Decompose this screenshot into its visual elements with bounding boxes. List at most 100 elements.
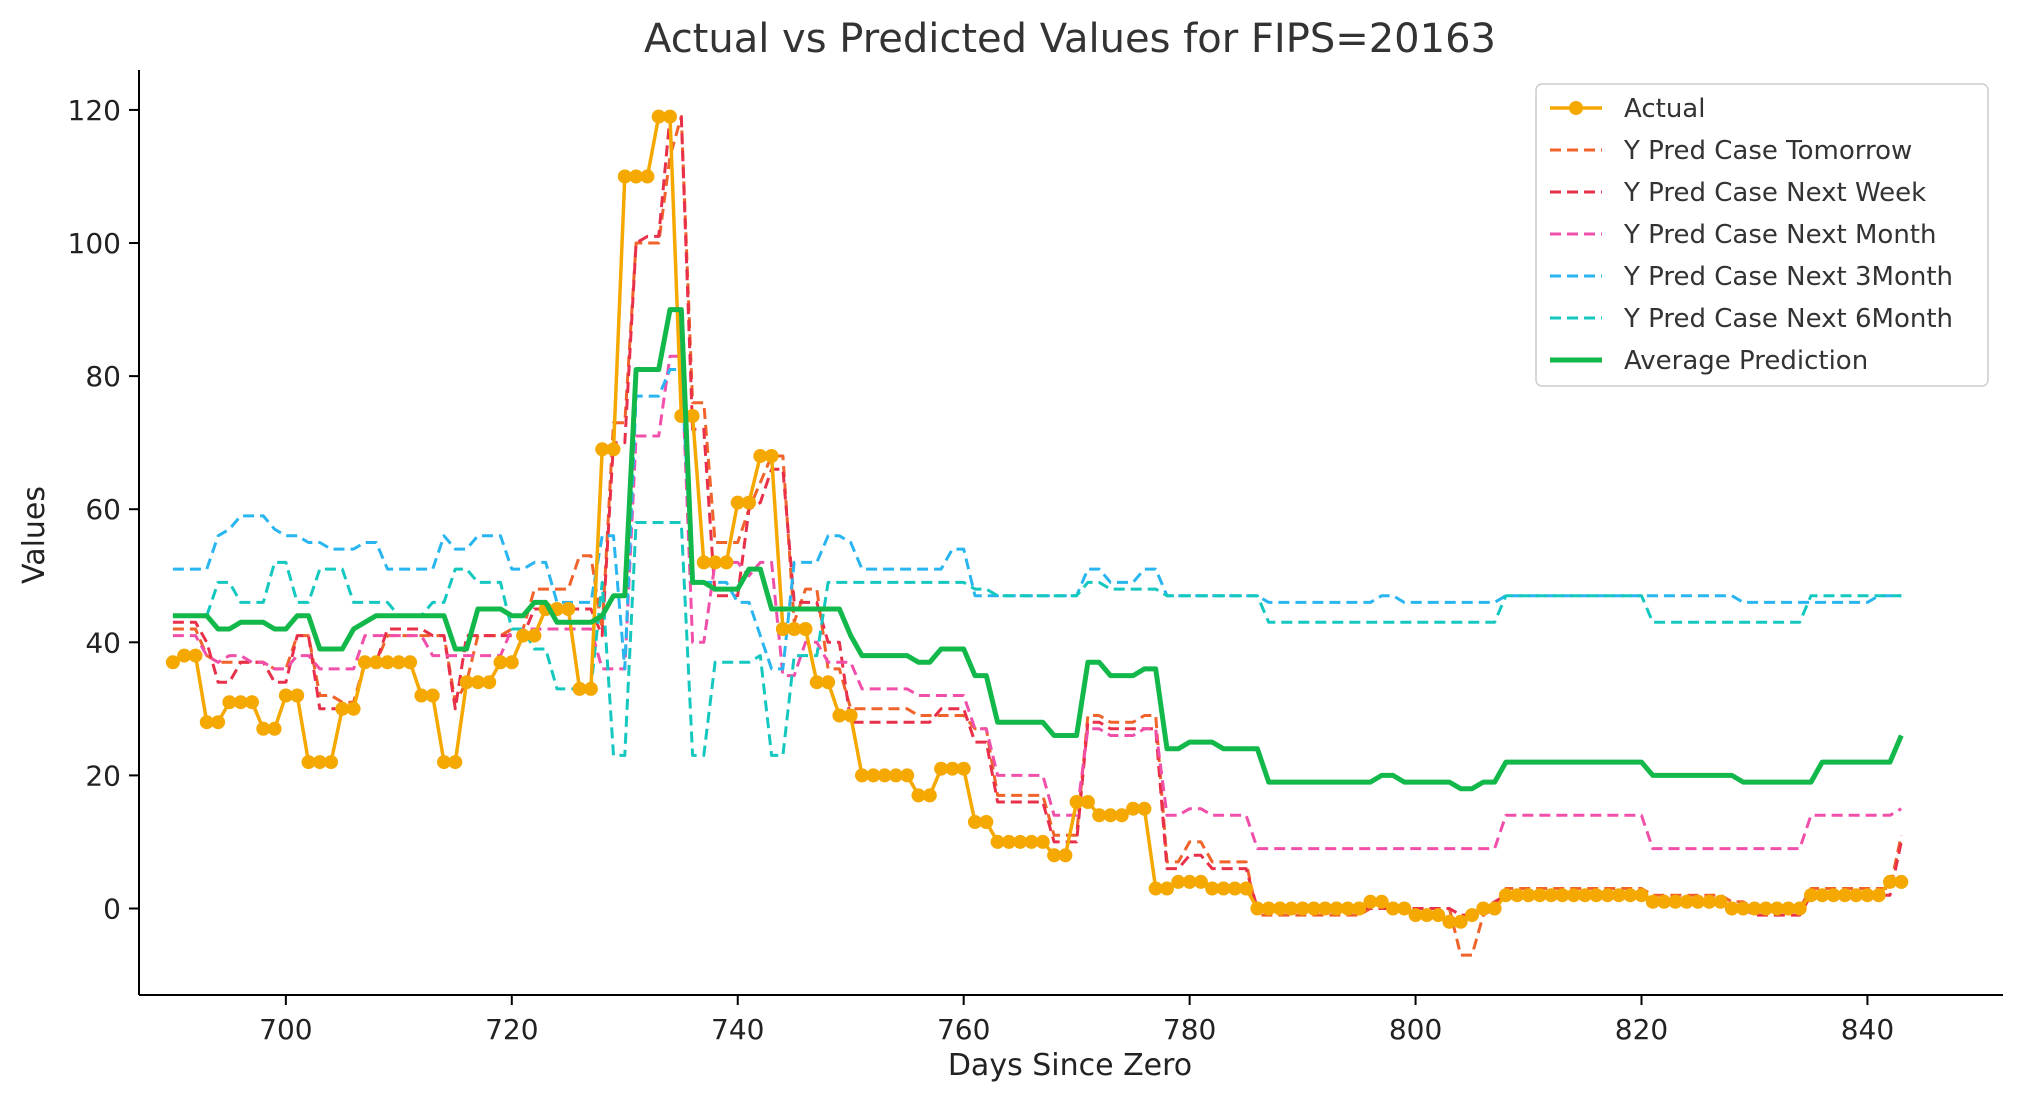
data-point-actual [651,109,666,124]
data-point-actual [459,675,474,690]
data-point-actual [256,721,271,736]
data-point-actual [1193,874,1208,889]
data-point-actual [1792,901,1807,916]
data-point-actual [1363,894,1378,909]
data-point-actual [1137,801,1152,816]
data-point-actual [1883,874,1897,889]
data-point-actual [1035,834,1050,849]
data-point-actual [1103,808,1118,823]
data-point-actual [1126,801,1141,816]
data-point-actual [1521,888,1536,903]
legend-entry-label: Y Pred Case Next Week [1623,178,1926,208]
data-point-actual [1386,901,1400,916]
data-point-actual [1047,848,1062,863]
data-point-actual [877,768,892,783]
data-point-actual [888,768,903,783]
data-point-actual [1205,881,1220,896]
data-point-actual [1736,901,1751,916]
legend: Actual Y Pred Case Tomorrow Y Pred Case Ne… [1535,83,1989,387]
data-point-actual [1566,888,1581,903]
data-point-actual [1589,888,1604,903]
data-point-actual [1555,888,1570,903]
x-tick-label: 760 [937,1013,990,1046]
data-point-actual [979,815,994,829]
data-point-actual [583,681,598,696]
data-point-actual [911,788,926,803]
data-point-actual [335,701,350,716]
data-point-actual [504,655,519,670]
data-point-actual [809,675,824,690]
data-point-actual [922,788,937,803]
y-tick-label: 80 [85,360,121,393]
data-point-actual [165,655,180,670]
data-point-actual [380,655,395,670]
data-point-actual [312,755,327,770]
data-point-actual [1837,888,1852,903]
data-point-actual [1781,901,1796,916]
data-point-actual [1001,834,1016,849]
data-point-actual [1679,894,1694,909]
data-point-actual [1408,908,1423,923]
data-point-actual [1182,874,1197,889]
y-tick-label: 120 [68,94,121,127]
data-point-actual [1273,901,1287,916]
data-point-actual [1431,908,1446,923]
data-point-actual [1442,914,1457,929]
x-tick-label: 720 [485,1013,538,1046]
series-line-y-pred-case-next-3month [172,368,1902,671]
data-point-actual [855,768,869,783]
data-point-actual [1668,894,1683,909]
data-point-actual [945,761,960,776]
chart-title: Actual vs Predicted Values for FIPS=2016… [644,16,1496,62]
data-point-actual [595,442,610,457]
data-point-actual [301,755,316,770]
data-point-actual [1374,894,1389,909]
data-point-actual [1227,881,1242,896]
data-point-actual [956,761,971,776]
data-point-actual [719,555,734,570]
data-point-actual [425,688,440,703]
data-point-actual [1114,808,1129,823]
data-point-actual [233,695,248,710]
data-point-actual [1148,881,1163,896]
x-tick-label: 800 [1389,1013,1442,1046]
legend-entry-label: Average Prediction [1624,346,1868,376]
data-point-actual [685,409,700,423]
data-point-actual [1849,888,1864,903]
data-point-actual [1306,901,1321,916]
data-point-actual [900,768,915,783]
data-point-actual [414,688,429,703]
y-tick-label: 40 [85,626,121,659]
data-point-actual [606,442,621,457]
data-point-actual [1860,888,1875,903]
data-point-actual [1544,888,1559,903]
data-point-actual [1487,901,1502,916]
data-point-actual [798,622,813,636]
data-point-actual [199,715,214,730]
data-point-actual [572,681,587,696]
data-point-actual [764,449,779,463]
data-point-actual [708,555,723,570]
data-point-actual [222,695,237,710]
data-point-actual [696,555,711,570]
data-point-actual [1713,894,1728,909]
data-point-actual [1826,888,1841,903]
x-axis-label: Days Since Zero [948,1048,1192,1083]
data-point-actual [1476,901,1491,916]
data-point-actual [1724,901,1739,916]
data-point-actual [1645,894,1660,909]
data-point-actual [1747,901,1762,916]
x-tick-label: 820 [1615,1013,1668,1046]
data-point-actual [640,169,655,184]
legend-entry-label: Y Pred Case Next Month [1623,220,1936,250]
data-point-actual [448,755,463,770]
data-point-actual [1770,901,1785,916]
data-point-actual [516,628,531,643]
data-point-actual [324,755,338,770]
data-point-actual [1069,795,1084,809]
data-point-actual [1058,848,1073,863]
data-point-actual [934,761,949,776]
data-point-actual [1815,888,1830,903]
data-point-actual [267,721,282,736]
data-point-actual [1295,901,1310,916]
